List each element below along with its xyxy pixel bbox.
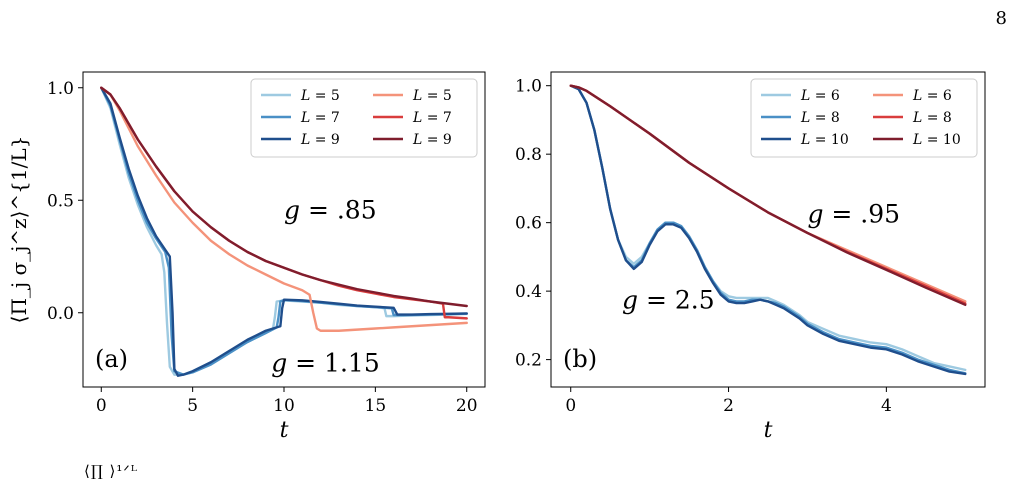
legend-label: L = 5 — [412, 88, 452, 104]
panel-b-chart: 0 2 4 0.2 0.4 0.6 0.8 1.0 t (b) g = .95 g = 2.5 L = … — [515, 71, 986, 443]
x-tick-label: 15 — [365, 396, 387, 416]
y-tick-label: 0.8 — [515, 145, 542, 165]
annotation-label: g = .95 — [807, 200, 900, 229]
series-group — [569, 84, 967, 376]
x-tick-label: 4 — [881, 396, 892, 416]
x-tick-label: 5 — [187, 396, 198, 416]
panel-label: (b) — [563, 345, 597, 373]
annotation-label: g = .85 — [284, 195, 377, 224]
legend-label: L = 7 — [300, 110, 340, 126]
y-axis-label: ⟨Π_j σ_j^z⟩^{1/L} — [7, 136, 31, 324]
y-tick-label: 0.0 — [47, 304, 74, 324]
series-line-6 — [569, 84, 967, 307]
legend-label: L = 9 — [412, 132, 452, 148]
x-tick-label: 0 — [565, 396, 576, 416]
y-tick-label: 1.0 — [515, 77, 542, 97]
panel-a-chart: 0 5 10 15 20 0.0 0.5 1.0 t ⟨Π_j σ_j^z⟩^{1/L} (a) g … — [7, 71, 486, 443]
series-line-6 — [100, 86, 468, 308]
x-tick-label: 2 — [723, 396, 734, 416]
x-tick-label: 10 — [273, 396, 295, 416]
caption-fragment: ⟨∏ ⟩¹ᐟᴸ — [84, 462, 139, 480]
series-line-3 — [569, 84, 967, 376]
series-line-4 — [100, 86, 468, 332]
plot-frame — [550, 71, 986, 388]
legend-label: L = 6 — [912, 88, 952, 104]
y-tick-label: 0.6 — [515, 214, 542, 234]
y-tick-label: 0.2 — [515, 351, 542, 371]
series-line-3 — [100, 86, 468, 377]
legend-label: L = 10 — [912, 132, 961, 148]
legend-label: L = 5 — [300, 88, 340, 104]
legend-label: L = 8 — [912, 110, 952, 126]
panel-label: (a) — [95, 345, 128, 373]
annotation-label: g = 1.15 — [271, 348, 380, 377]
legend-box — [750, 78, 978, 158]
legend-label: L = 9 — [300, 132, 340, 148]
legend: L = 6 L = 8 L = 10 L = 6 L = 8 L = 10 — [750, 78, 978, 158]
legend-label: L = 7 — [412, 110, 452, 126]
legend-label: L = 8 — [800, 110, 840, 126]
legend-box — [250, 78, 478, 158]
series-group — [100, 86, 468, 377]
x-tick-label: 0 — [96, 396, 107, 416]
y-tick-label: 0.5 — [47, 191, 74, 211]
y-tick-label: 0.4 — [515, 282, 542, 302]
legend-label: L = 10 — [800, 132, 849, 148]
page-number: 8 — [995, 8, 1007, 29]
x-tick-label: 20 — [456, 396, 478, 416]
legend-label: L = 6 — [800, 88, 840, 104]
y-tick-label: 1.0 — [47, 79, 74, 99]
legend: L = 5 L = 7 L = 9 L = 5 L = 7 L = 9 — [250, 78, 478, 158]
x-axis-label: t — [280, 418, 289, 443]
annotation-label: g = 2.5 — [622, 285, 715, 314]
x-axis-label: t — [764, 418, 773, 443]
